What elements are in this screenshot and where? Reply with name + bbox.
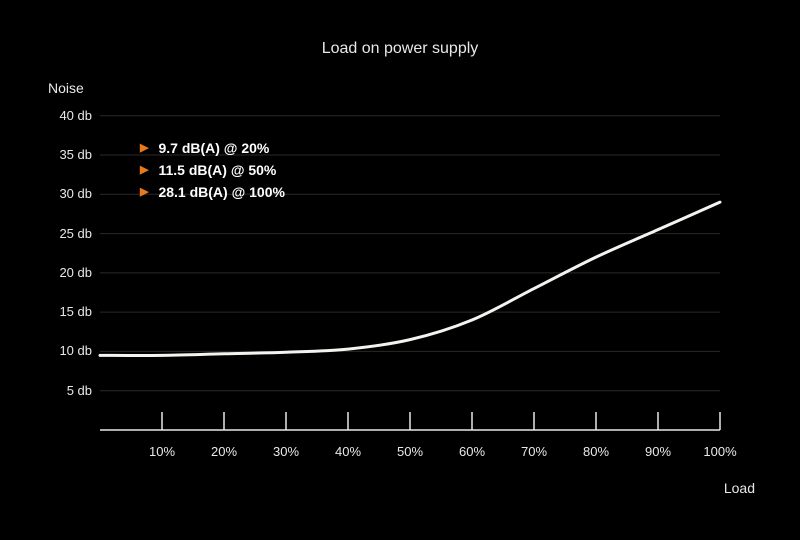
y-tick-label: 30 db [42,186,92,201]
x-tick-label: 80% [571,444,621,459]
x-tick-label: 70% [509,444,559,459]
y-tick-label: 25 db [42,226,92,241]
x-tick-label: 90% [633,444,683,459]
legend-item: ▶ 11.5 dB(A) @ 50% [140,162,285,178]
y-tick-label: 15 db [42,304,92,319]
triangle-right-icon: ▶ [140,143,148,154]
noise-curve [100,202,720,355]
noise-load-chart: Load on power supply Noise Load 5 db10 d… [0,0,800,540]
x-tick-label: 100% [695,444,745,459]
legend-text: 28.1 dB(A) @ 100% [158,184,284,200]
legend-item: ▶ 28.1 dB(A) @ 100% [140,184,285,200]
x-tick-label: 60% [447,444,497,459]
y-tick-label: 35 db [42,147,92,162]
x-tick-label: 50% [385,444,435,459]
legend-text: 9.7 dB(A) @ 20% [158,140,269,156]
x-tick-label: 20% [199,444,249,459]
chart-svg [0,0,800,540]
triangle-right-icon: ▶ [140,187,148,198]
y-tick-label: 5 db [42,383,92,398]
x-tick-label: 40% [323,444,373,459]
legend-item: ▶ 9.7 dB(A) @ 20% [140,140,285,156]
y-tick-label: 20 db [42,265,92,280]
triangle-right-icon: ▶ [140,165,148,176]
y-tick-label: 40 db [42,108,92,123]
x-tick-label: 10% [137,444,187,459]
x-tick-label: 30% [261,444,311,459]
chart-legend: ▶ 9.7 dB(A) @ 20% ▶ 11.5 dB(A) @ 50% ▶ 28.1 d… [140,140,285,206]
legend-text: 11.5 dB(A) @ 50% [158,162,276,178]
y-tick-label: 10 db [42,343,92,358]
